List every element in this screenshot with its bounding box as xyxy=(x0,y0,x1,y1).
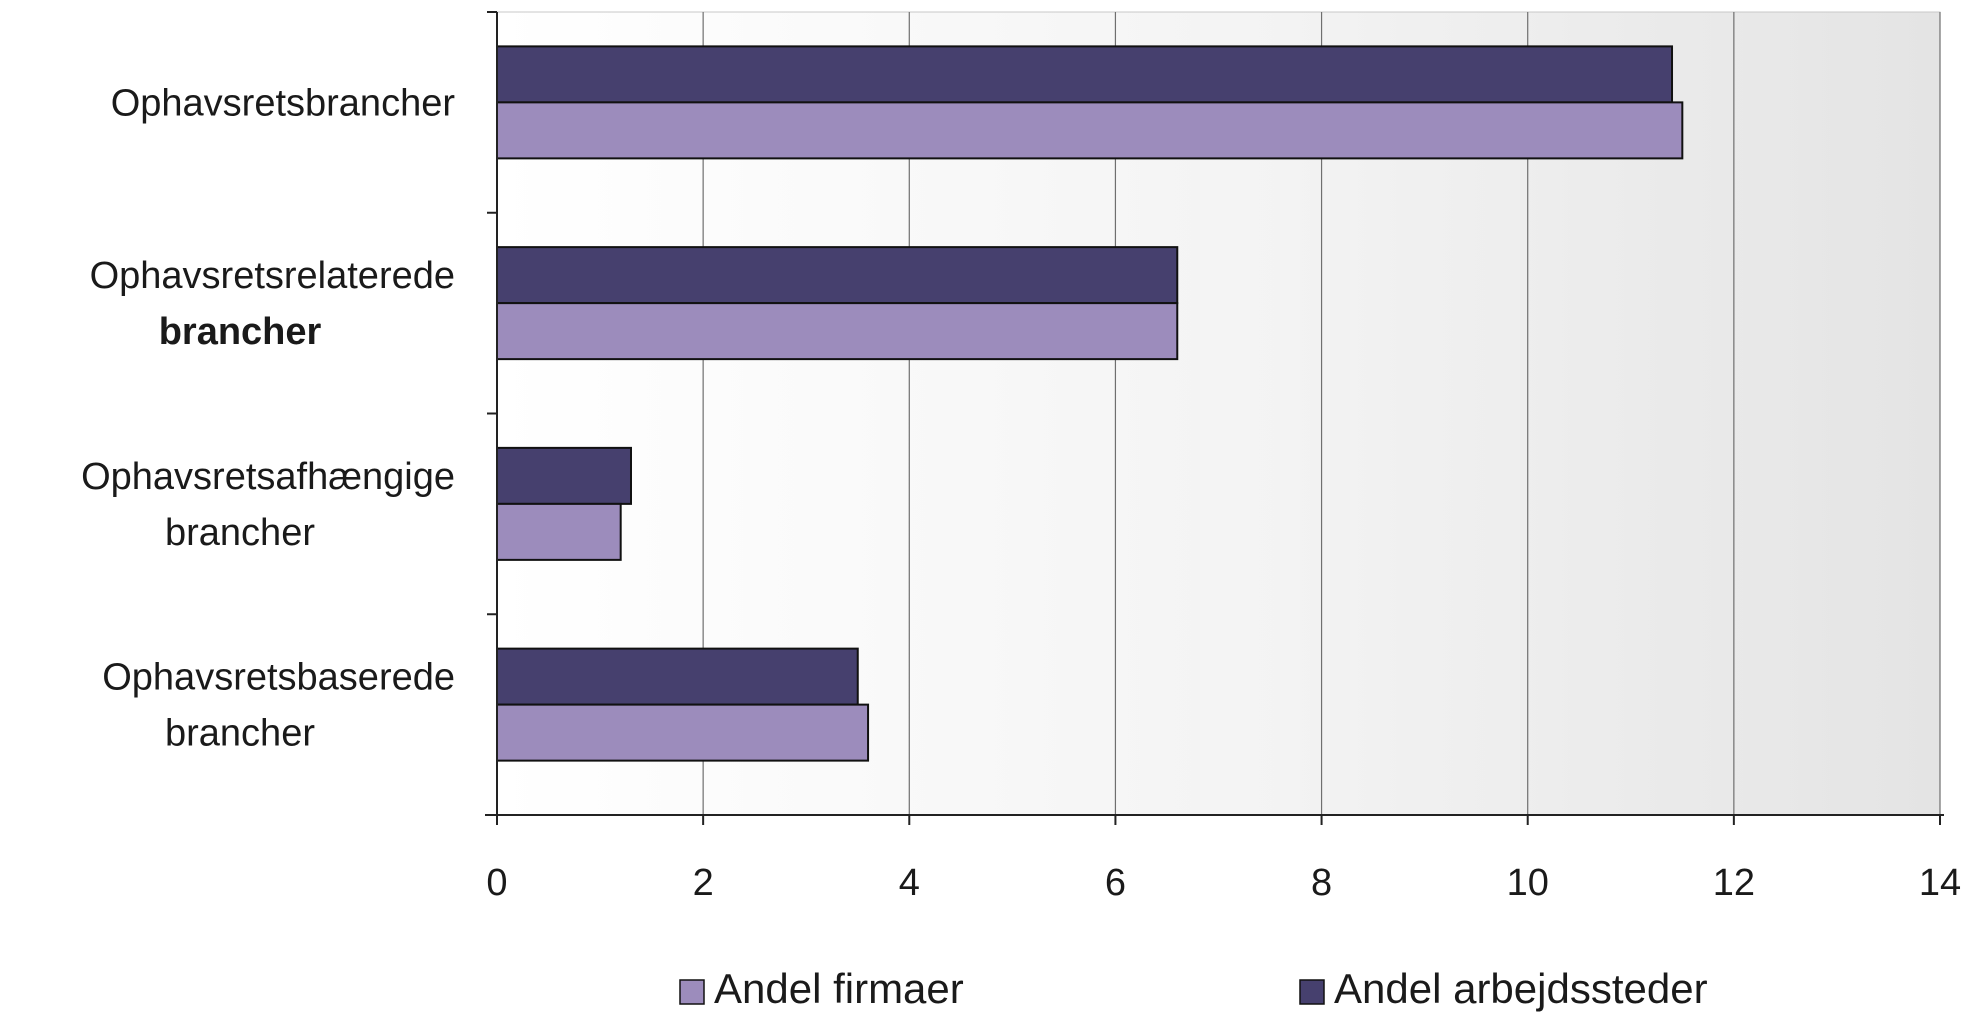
x-tick-label: 10 xyxy=(1507,862,1549,904)
bars xyxy=(496,45,1684,762)
legend-swatch xyxy=(1299,979,1325,1005)
category-label: Ophavsretsbaserede xyxy=(102,657,455,699)
x-tick-label: 4 xyxy=(899,862,920,904)
x-tick-label: 6 xyxy=(1105,862,1126,904)
x-tick-label: 8 xyxy=(1311,862,1332,904)
category-label: brancher xyxy=(159,311,322,353)
bar-andel-arbejdssteder xyxy=(496,246,1179,305)
legend-label: Andel arbejdssteder xyxy=(1334,965,1708,1012)
x-tick-label: 14 xyxy=(1919,862,1961,904)
category-label: Ophavsretsafhængige xyxy=(81,456,455,498)
category-label: brancher xyxy=(165,512,315,554)
legend-label: Andel firmaer xyxy=(714,965,964,1012)
bar-andel-arbejdssteder xyxy=(496,446,632,505)
legend: Andel firmaer Andel arbejdssteder xyxy=(679,965,1708,1012)
category-label: brancher xyxy=(165,713,315,755)
category-label: Ophavsretsbrancher xyxy=(111,82,456,124)
legend-swatch xyxy=(679,979,705,1005)
bar-andel-firmaer xyxy=(496,502,622,561)
bar-andel-firmaer xyxy=(496,703,870,762)
bar-andel-firmaer xyxy=(496,302,1179,361)
bar-andel-arbejdssteder xyxy=(496,45,1674,104)
x-tick-label: 0 xyxy=(486,862,507,904)
bar-andel-firmaer xyxy=(496,101,1684,160)
x-tick-label: 2 xyxy=(693,862,714,904)
bar-andel-arbejdssteder xyxy=(496,647,859,706)
x-tick-label: 12 xyxy=(1713,862,1755,904)
axes xyxy=(485,11,1944,825)
category-labels: Ophavsretsbrancher Ophavsretsrelaterede br… xyxy=(81,82,455,754)
x-tick-labels: 0 2 4 6 8 10 12 14 xyxy=(486,862,1961,904)
category-label: Ophavsretsrelaterede xyxy=(90,255,455,297)
